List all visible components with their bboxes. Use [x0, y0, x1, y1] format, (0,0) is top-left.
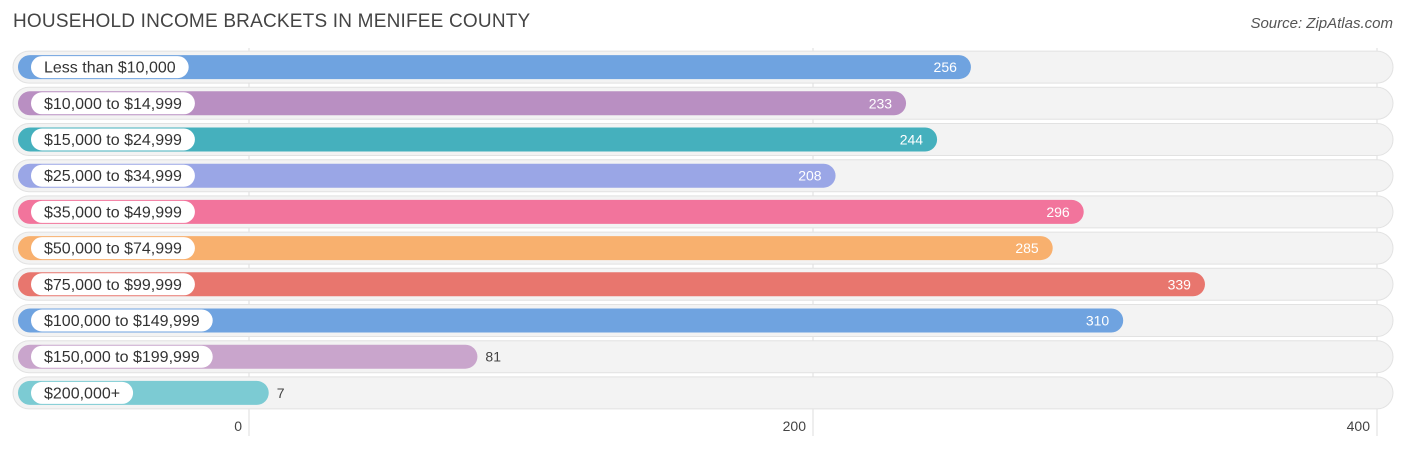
bar-track — [12, 376, 1394, 410]
category-label-pill — [31, 237, 195, 260]
value-label: 233 — [869, 95, 893, 111]
value-label: 81 — [485, 349, 501, 365]
value-label: 256 — [934, 59, 958, 75]
value-label: 310 — [1086, 313, 1110, 329]
chart-title: HOUSEHOLD INCOME BRACKETS IN MENIFEE COU… — [13, 11, 531, 32]
value-label: 244 — [900, 132, 924, 148]
value-label: 339 — [1168, 276, 1192, 292]
value-label: 285 — [1015, 240, 1039, 256]
bar — [18, 199, 1084, 224]
category-label: $35,000 to $49,999 — [44, 204, 182, 221]
x-tick-label: 400 — [1347, 418, 1371, 434]
bar — [18, 236, 1053, 261]
category-label-pill — [31, 345, 213, 368]
bar — [18, 163, 836, 188]
category-label-pill — [31, 200, 195, 223]
category-label-pill — [31, 56, 189, 79]
category-label-pill — [31, 128, 195, 151]
category-label: $75,000 to $99,999 — [44, 277, 182, 294]
bar — [18, 308, 1124, 333]
x-tick-label: 0 — [234, 418, 242, 434]
bar — [18, 55, 971, 80]
category-label: $50,000 to $74,999 — [44, 241, 182, 258]
category-label: $100,000 to $149,999 — [44, 313, 200, 330]
category-label-pill — [31, 309, 213, 332]
category-label: $200,000+ — [44, 385, 120, 402]
category-label-pill — [31, 164, 195, 187]
category-label: $25,000 to $34,999 — [44, 168, 182, 185]
value-label: 296 — [1046, 204, 1070, 220]
category-label-pill — [31, 381, 134, 404]
category-label: Less than $10,000 — [44, 60, 176, 77]
category-label: $150,000 to $199,999 — [44, 349, 200, 366]
x-tick-label: 200 — [783, 418, 807, 434]
category-label: $10,000 to $14,999 — [44, 96, 182, 113]
bar — [18, 91, 907, 116]
bar — [18, 127, 938, 152]
chart-source: Source: ZipAtlas.com — [1250, 15, 1393, 32]
value-label: 7 — [277, 385, 285, 401]
bar — [18, 272, 1205, 297]
value-label: 208 — [798, 168, 822, 184]
category-label-pill — [31, 273, 195, 296]
category-label-pill — [31, 92, 195, 115]
category-label: $15,000 to $24,999 — [44, 132, 182, 149]
